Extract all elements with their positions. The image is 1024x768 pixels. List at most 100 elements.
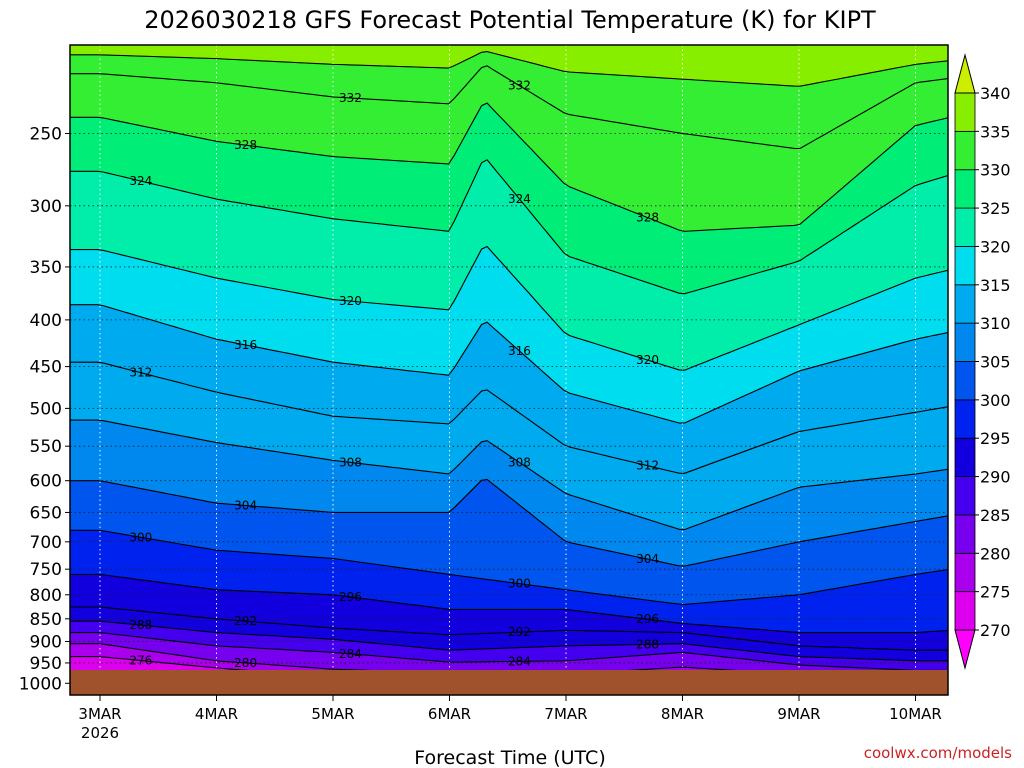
isentrope-304 [70,478,948,567]
isentrope-label: 276 [129,654,152,668]
y-tick-label: 1000 [19,674,62,694]
colorbar-segment [954,476,976,516]
theta-band [70,159,948,371]
isentrope-label: 312 [636,459,659,473]
colorbar-label: 330 [980,161,1011,180]
theta-band [70,51,948,149]
y-axis: 2503003504004505005506006507007508008509… [19,124,70,694]
theta-band [70,246,948,423]
isentrope-label: 328 [234,138,257,152]
isentrope-label: 288 [636,637,659,651]
colorbar-segment [954,361,976,401]
isentrope-label: 320 [339,294,362,308]
colorbar-label: 325 [980,199,1011,218]
theta-band [70,632,948,678]
colorbar-label: 285 [980,506,1011,525]
isentrope-label: 324 [129,174,152,188]
isentrope-324 [70,159,948,295]
y-tick-label: 400 [30,311,62,331]
x-tick-label: 4MAR [195,705,238,723]
isentrope-label: 332 [508,79,531,93]
watermark: coolwx.com/models [864,744,1012,762]
y-tick-label: 950 [30,654,62,674]
colorbar: 270 275 280 285 290 295 300 305 310 315 320 325 330 3… [954,53,1011,670]
y-tick-label: 300 [30,197,62,217]
x-tick-label: 10MAR [889,705,942,723]
isentrope-284 [70,632,948,671]
x-tick-label: 7MAR [544,705,587,723]
colorbar-label: 300 [980,391,1011,410]
chart-title: 2026030218 GFS Forecast Potential Temper… [144,6,876,34]
colorbar-label: 305 [980,353,1011,372]
isentrope-316 [70,304,948,424]
y-tick-label: 600 [30,472,62,492]
theta-band [70,479,948,605]
isentrope-label: 324 [508,192,531,206]
colorbar-segment [954,552,976,593]
x-tick-year: 2026 [81,724,119,742]
x-tick-label: 3MAR [78,705,121,723]
y-tick-label: 500 [30,399,62,419]
colorbar-segment [954,514,976,554]
y-tick-label: 750 [30,560,62,580]
x-tick-label: 8MAR [661,705,704,723]
y-tick-label: 800 [30,586,62,606]
theta-band [70,362,948,530]
y-tick-label: 900 [30,632,62,652]
isentrope-320 [70,245,948,371]
isentrope-label: 320 [636,353,659,367]
isentrope-288 [70,620,948,662]
isentrope-300 [70,529,948,605]
isentrope-label-layer: 276 280 284 284 288 288 292 292 296 296 300 300 304 3… [129,79,659,670]
colorbar-label: 310 [980,314,1011,333]
x-tick-label: 9MAR [777,705,820,723]
isentrope-label: 308 [508,455,531,469]
colorbar-segment [954,246,976,286]
colorbar-extend-low [954,629,976,670]
isentrope-label: 292 [234,614,257,628]
isentrope-312 [70,361,948,474]
isentrope-label: 292 [508,625,531,639]
ground-surface [70,670,948,695]
colorbar-label: 290 [980,468,1011,487]
isentrope-label: 304 [234,498,257,512]
colorbar-label: 275 [980,583,1011,602]
isentrope-328 [70,102,948,232]
colorbar-segment [954,92,976,132]
colorbar-segment [954,437,976,477]
colorbar-segment [954,169,976,209]
y-tick-label: 650 [30,503,62,523]
colorbar-segment [954,207,976,247]
x-axis: 3MAR 4MAR 5MAR 6MAR 7MAR 8MAR 9MAR 10MAR [78,695,942,723]
colorbar-label: 280 [980,544,1011,563]
colorbar-segment [954,591,976,631]
colorbar-segment [954,322,976,362]
theta-band [70,420,948,567]
colorbar-extend-high [954,53,976,94]
y-tick-label: 850 [30,610,62,630]
y-tick-label: 700 [30,533,62,553]
isentrope-label: 316 [508,344,531,358]
isentrope-label: 284 [508,654,531,668]
isentrope-label: 316 [234,338,257,352]
plot-frame [69,44,949,696]
isentrope-label: 300 [508,577,531,591]
colorbar-segment [954,399,976,439]
isentrope-label: 300 [129,530,152,544]
theta-band [70,45,948,87]
x-tick-label: 6MAR [428,705,471,723]
isentrope-336 [70,51,948,87]
isentrope-label: 280 [234,656,257,670]
x-tick-label: 5MAR [311,705,354,723]
isentrope-292 [70,606,948,651]
isentrope-layer [70,51,948,682]
isentrope-label: 284 [339,647,362,661]
isentrope-label: 312 [129,366,152,380]
colorbar-label: 315 [980,276,1011,295]
x-axis-label: Forecast Time (UTC) [414,747,605,768]
theta-band [70,103,948,294]
colorbar-label: 335 [980,122,1011,141]
isentrope-label: 304 [636,552,659,566]
isentrope-label: 308 [339,455,362,469]
